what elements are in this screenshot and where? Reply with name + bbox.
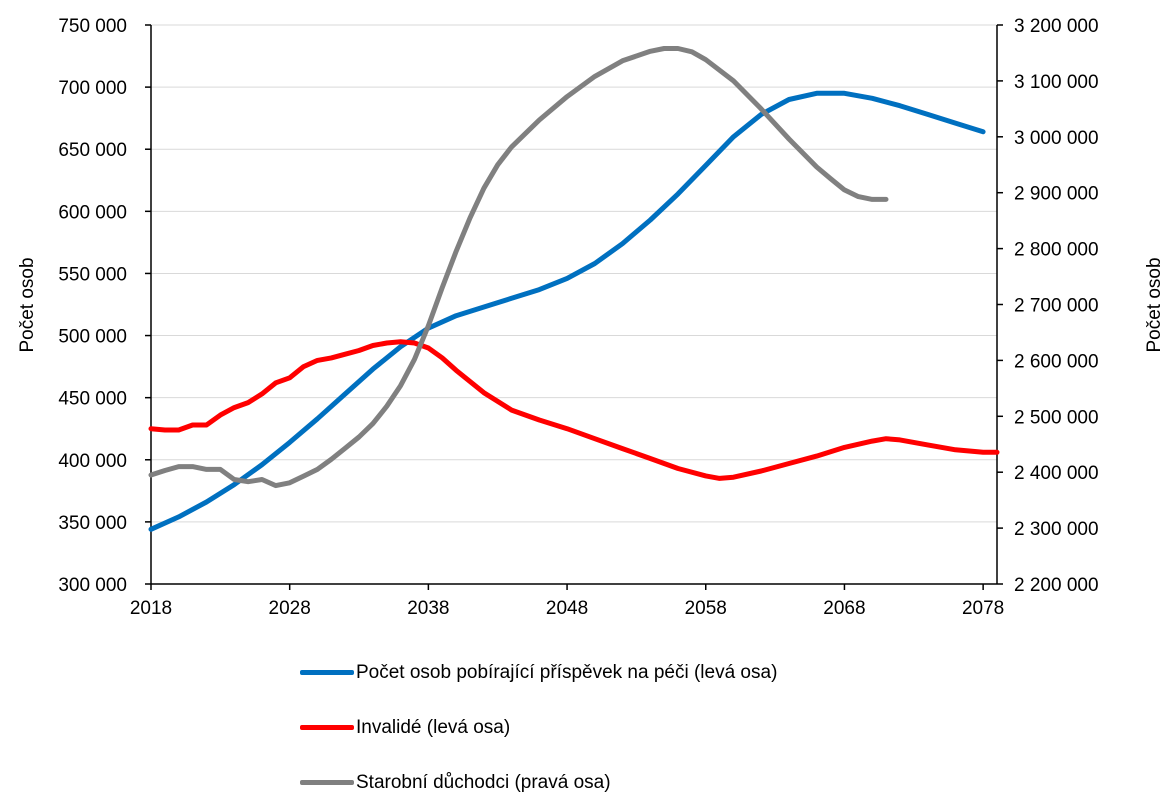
x-tick-label: 2068 — [823, 598, 865, 619]
x-tick-label: 2048 — [546, 598, 588, 619]
x-tick-label: 2028 — [269, 598, 311, 619]
series-invalids-line — [148, 339, 1000, 481]
right-tick-label: 2 500 000 — [1014, 407, 1099, 428]
x-axis-ticks: 2018 2028 2038 2048 2058 2068 2078 — [130, 584, 1004, 619]
right-tick-label: 2 200 000 — [1014, 575, 1099, 596]
right-tick-label: 3 000 000 — [1014, 128, 1099, 149]
legend-swatch-invalids — [300, 725, 354, 730]
legend-item-invalids: Invalidé (levá osa) — [300, 700, 777, 755]
x-tick-label: 2038 — [407, 598, 449, 619]
legend-item-old-age-pensioners: Starobní důchodci (pravá osa) — [300, 755, 777, 810]
legend: Počet osob pobírající příspěvek na péči … — [300, 645, 777, 810]
left-tick-label: 450 000 — [58, 389, 127, 410]
left-tick-label: 300 000 — [58, 575, 127, 596]
series-care-allowance-line — [148, 90, 986, 532]
right-tick-label: 2 800 000 — [1014, 240, 1099, 261]
right-axis-title: Počet osob — [1144, 257, 1162, 352]
right-axis-ticks: 2 200 000 2 300 000 2 400 000 2 500 000 2 60… — [997, 16, 1099, 596]
legend-swatch-care-allowance — [300, 670, 354, 675]
left-tick-label: 600 000 — [58, 202, 127, 223]
legend-label-old-age-pensioners: Starobní důchodci (pravá osa) — [356, 771, 611, 793]
series-layer — [148, 46, 1000, 532]
left-axis-title: Počet osob — [17, 257, 38, 352]
left-tick-label: 750 000 — [58, 16, 127, 37]
line-chart: 300 000 350 000 400 000 450 000 500 000 550 0… — [17, 16, 1162, 619]
left-tick-label: 400 000 — [58, 451, 127, 472]
left-tick-label: 700 000 — [58, 78, 127, 99]
series-old-age-pensioners-line — [148, 46, 889, 489]
x-tick-label: 2078 — [962, 598, 1004, 619]
x-tick-label: 2058 — [685, 598, 727, 619]
right-tick-label: 3 100 000 — [1014, 72, 1099, 93]
left-tick-label: 650 000 — [58, 140, 127, 161]
x-tick-label: 2018 — [130, 598, 172, 619]
legend-label-care-allowance: Počet osob pobírající příspěvek na péči … — [356, 661, 778, 683]
left-tick-label: 550 000 — [58, 264, 127, 285]
right-tick-label: 2 300 000 — [1014, 519, 1099, 540]
axes — [150, 25, 998, 585]
legend-item-care-allowance: Počet osob pobírající příspěvek na péči … — [300, 645, 777, 700]
legend-swatch-old-age-pensioners — [300, 780, 354, 785]
right-tick-label: 2 400 000 — [1014, 463, 1099, 484]
right-tick-label: 3 200 000 — [1014, 16, 1099, 37]
right-tick-label: 2 600 000 — [1014, 351, 1099, 372]
right-tick-label: 2 900 000 — [1014, 184, 1099, 205]
left-tick-label: 500 000 — [58, 327, 127, 348]
left-tick-label: 350 000 — [58, 513, 127, 534]
right-tick-label: 2 700 000 — [1014, 296, 1099, 317]
left-axis-ticks: 300 000 350 000 400 000 450 000 500 000 550 0… — [58, 16, 151, 596]
legend-label-invalids: Invalidé (levá osa) — [356, 716, 511, 738]
